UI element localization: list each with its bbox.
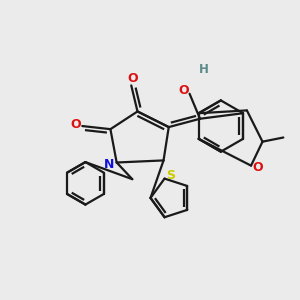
Text: S: S — [166, 169, 175, 182]
Text: O: O — [128, 72, 138, 85]
Text: H: H — [199, 63, 208, 76]
Text: N: N — [104, 158, 114, 171]
Text: O: O — [178, 84, 189, 97]
Text: O: O — [70, 118, 81, 131]
Text: O: O — [252, 161, 262, 174]
